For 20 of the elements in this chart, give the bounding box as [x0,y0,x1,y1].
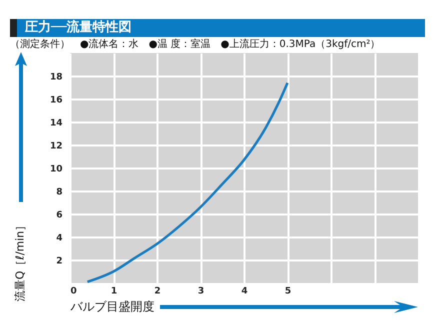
line-series [86,82,289,283]
x-tick-label: 4 [241,286,248,296]
y-tick-label: 16 [50,96,62,106]
y-tick-label: 2 [56,256,62,266]
chart-subtitle: （測定条件） ●流体名：水 ●温 度：室温 ●上流圧力：0.3MPa（3kgf/cm²） [10,38,380,52]
y-axis-title: 流量Q［ℓ/min］ [14,220,26,302]
x-axis-title: バルブ目盛開度 [70,300,154,314]
y-tick-label: 8 [56,188,62,198]
x-tick-label: 2 [154,286,161,296]
y-tick-label: 4 [56,234,62,244]
y-tick-label: 18 [50,72,62,82]
x-tick-label: 3 [198,286,204,296]
x-tick-label: 1 [110,286,118,296]
y-tick-label: 6 [56,210,62,220]
x-tick-label: 5 [284,286,292,296]
y-tick-label: 10 [50,164,62,174]
x-tick-label: 0 [70,286,77,296]
y-tick-label: 12 [50,142,62,152]
y-tick-label: 14 [50,118,62,128]
chart-title: 圧力──流量特性図 [10,19,425,37]
